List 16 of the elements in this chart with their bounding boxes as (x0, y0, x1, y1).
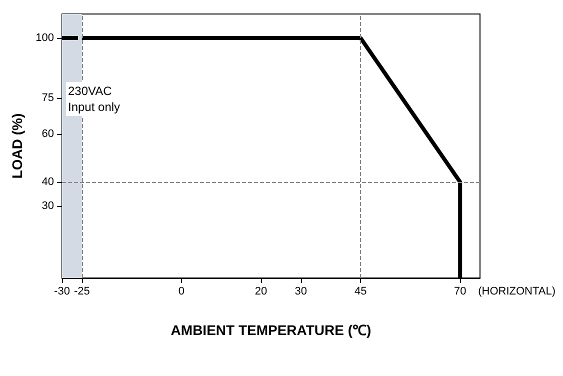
x-tick-label: -25 (74, 286, 90, 298)
y-tick-label: 60 (42, 128, 54, 140)
annotation: 230VAC Input only (68, 84, 120, 114)
y-tick-label: 100 (36, 32, 54, 44)
x-tick-label: 70 (454, 286, 466, 298)
x-tick-label: 45 (354, 286, 367, 298)
x-tick-label: 20 (254, 286, 268, 298)
x-tick-label: 30 (294, 286, 307, 298)
text: (HORIZONTAL) (478, 286, 556, 298)
y-tick-label: 30 (42, 200, 54, 212)
x-axis-title: AMBIENT TEMPERATURE (℃) (170, 322, 372, 338)
y-axis-title: LOAD (%) (9, 113, 25, 179)
x-tick-label: -30 (54, 286, 70, 298)
y-tick-label: 75 (42, 92, 54, 104)
y-tick-label: 40 (42, 176, 54, 188)
x-tick-label: 0 (178, 286, 184, 298)
